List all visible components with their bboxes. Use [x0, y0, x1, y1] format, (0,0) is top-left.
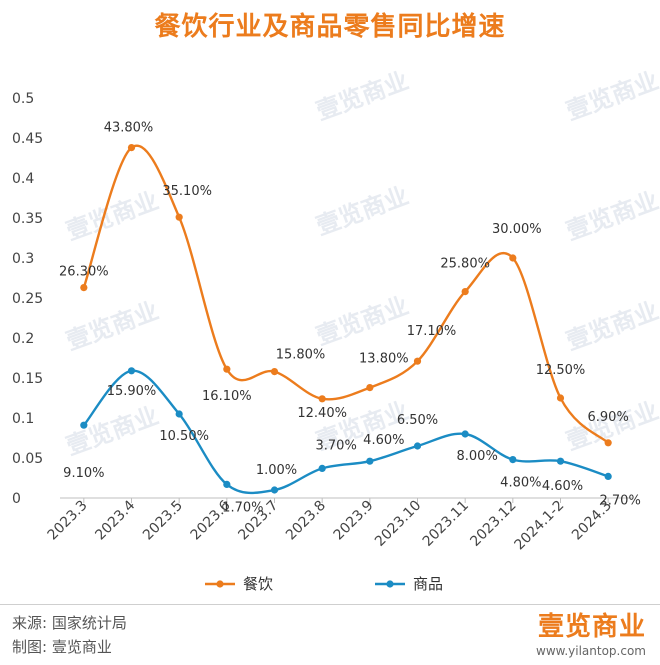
watermark: 壹览商业 — [562, 66, 660, 125]
data-label: 16.10% — [202, 389, 252, 404]
data-label: 6.90% — [588, 410, 629, 425]
y-tick-label: 0.5 — [12, 91, 34, 107]
data-point — [556, 394, 565, 402]
data-label: 30.00% — [492, 222, 542, 237]
watermark: 壹览商业 — [62, 401, 162, 460]
footer: 来源: 国家统计局 制图: 壹览商业 壹览商业 www.yilantop.com — [0, 604, 660, 665]
brand-logo: 壹览商业 — [537, 612, 646, 642]
data-point — [604, 472, 612, 480]
site-url: www.yilantop.com — [536, 644, 646, 658]
y-tick-label: 0.05 — [12, 451, 43, 467]
data-point — [223, 365, 231, 373]
data-label: 2.70% — [600, 493, 641, 508]
data-point — [80, 284, 88, 292]
data-point — [413, 357, 422, 365]
x-tick-label: 2023.5 — [140, 498, 186, 544]
data-label: 4.80% — [500, 476, 541, 491]
data-label: 9.10% — [63, 466, 104, 481]
data-point — [509, 254, 517, 262]
x-tick-label: 2023.11 — [420, 498, 472, 550]
data-point — [127, 144, 136, 152]
data-point — [366, 457, 374, 465]
source-text: 来源: 国家统计局 — [12, 614, 127, 632]
watermark: 壹览商业 — [62, 186, 162, 245]
data-label: 26.30% — [59, 265, 109, 280]
data-label: 35.10% — [162, 184, 212, 199]
series-layer — [80, 144, 612, 495]
y-tick-label: 0.2 — [12, 331, 34, 347]
chart-title: 餐饮行业及商品零售同比增速 — [154, 12, 506, 42]
data-point — [461, 288, 469, 296]
data-point — [604, 439, 612, 447]
data-label: 1.00% — [256, 463, 297, 478]
legend-marker — [216, 580, 224, 588]
data-label: 10.50% — [159, 429, 209, 444]
maker-text: 制图: 壹览商业 — [12, 638, 112, 656]
y-tick-label: 0.1 — [12, 411, 34, 427]
legend-marker — [386, 580, 394, 588]
data-point — [461, 430, 469, 438]
x-tick-label: 2024.1-2 — [512, 498, 568, 554]
watermark: 壹览商业 — [562, 296, 660, 355]
data-label-layer: 26.30% 43.80% 35.10% 16.10% 15.80% 12.40% 13.8… — [59, 121, 641, 516]
legend: 餐饮 商品 — [205, 575, 443, 593]
y-tick-label: 0.25 — [12, 291, 43, 307]
data-point — [80, 421, 88, 429]
watermark: 壹览商业 — [562, 396, 660, 455]
data-label: 6.50% — [397, 413, 438, 428]
y-tick-label: 0.35 — [12, 211, 43, 227]
data-point — [318, 464, 326, 472]
data-point — [366, 384, 374, 392]
data-point — [413, 442, 422, 450]
x-tick-label: 2023.3 — [45, 498, 91, 544]
watermark: 壹览商业 — [312, 291, 412, 350]
footer-divider — [0, 604, 660, 605]
data-label: 4.60% — [542, 479, 583, 494]
x-tick-label: 2023.10 — [372, 498, 424, 550]
x-tick-label: 2023.8 — [283, 498, 329, 544]
data-label: 43.80% — [104, 121, 154, 136]
data-label: 15.90% — [107, 384, 157, 399]
data-label: 4.60% — [363, 433, 404, 448]
data-point — [175, 213, 183, 221]
y-tick-label: 0.3 — [12, 251, 34, 267]
x-tick-label: 2023.4 — [92, 497, 138, 543]
data-label: 3.70% — [316, 438, 357, 453]
data-point — [127, 367, 136, 375]
y-tick-label: 0 — [12, 491, 21, 507]
data-label: 15.80% — [276, 348, 326, 363]
watermark: 壹览商业 — [562, 186, 660, 245]
y-tick-label: 0.15 — [12, 371, 43, 387]
data-label: 25.80% — [440, 257, 490, 272]
watermark: 壹览商业 — [312, 66, 412, 125]
x-tick-label: 2023.9 — [331, 498, 377, 544]
legend-label: 餐饮 — [243, 575, 273, 593]
data-label: 12.50% — [536, 363, 586, 378]
y-tick-label: 0.4 — [12, 171, 34, 187]
data-label: 1.70% — [222, 500, 263, 515]
data-point — [270, 486, 279, 494]
data-point — [270, 368, 279, 376]
y-tick-label: 0.45 — [12, 131, 43, 147]
data-point — [318, 395, 326, 403]
data-point — [509, 456, 517, 464]
series-line-1 — [82, 144, 609, 444]
watermark: 壹览商业 — [312, 181, 412, 240]
data-point — [175, 410, 183, 418]
watermark: 壹览商业 — [62, 296, 162, 355]
data-label: 17.10% — [407, 324, 457, 339]
data-label: 13.80% — [359, 352, 409, 367]
data-label: 12.40% — [297, 406, 347, 421]
data-label: 8.00% — [457, 449, 498, 464]
data-point — [223, 480, 231, 488]
data-point — [556, 457, 565, 465]
legend-label: 商品 — [413, 575, 443, 593]
